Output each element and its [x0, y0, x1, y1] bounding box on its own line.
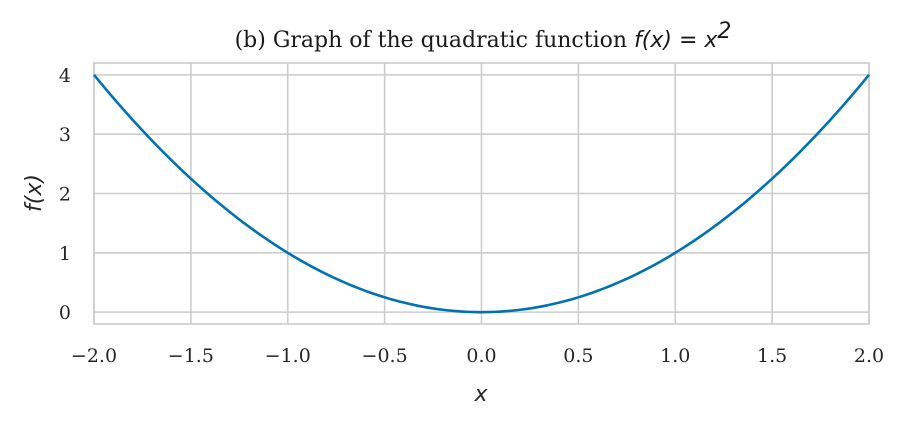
- chart-title-text: (b) Graph of the quadratic function: [235, 28, 634, 53]
- x-tick-label: 0.0: [466, 345, 496, 367]
- y-tick-label: 4: [59, 65, 71, 87]
- x-tick-label: 1.5: [757, 345, 787, 367]
- y-tick-label: 2: [59, 184, 71, 206]
- x-tick-label: −2.0: [71, 345, 117, 367]
- x-tick-label: −1.0: [265, 345, 311, 367]
- x-tick-label: 1.0: [660, 345, 690, 367]
- chart-title-superscript: 2: [717, 19, 731, 44]
- y-tick-label: 1: [59, 243, 71, 265]
- y-tick-label: 0: [59, 302, 71, 324]
- y-tick-label: 3: [59, 124, 71, 146]
- x-tick-label: 0.5: [563, 345, 593, 367]
- grid: [94, 63, 869, 324]
- chart-title-math: f(x) = x: [634, 28, 718, 53]
- x-tick-labels: −2.0 −1.5 −1.0 −0.5 0.0 0.5 1.0 1.5 2.0: [71, 345, 884, 367]
- x-tick-label: 2.0: [854, 345, 884, 367]
- y-axis-label: f(x): [22, 174, 47, 212]
- chart-title: (b) Graph of the quadratic function f(x)…: [235, 19, 732, 53]
- x-tick-label: −0.5: [362, 345, 408, 367]
- x-tick-label: −1.5: [168, 345, 214, 367]
- y-tick-labels: 0 1 2 3 4: [59, 65, 71, 324]
- x-axis-label: x: [473, 382, 488, 407]
